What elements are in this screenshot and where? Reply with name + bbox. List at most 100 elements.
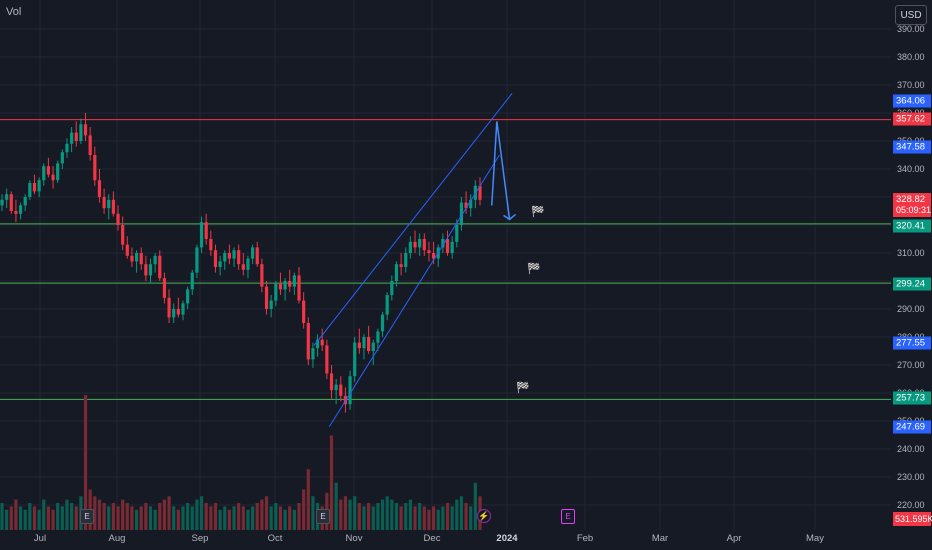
volume-bar [473, 482, 477, 530]
candle-body [408, 241, 412, 253]
candle-body [37, 180, 41, 192]
candle-body [348, 376, 352, 405]
volume-bar [357, 503, 361, 530]
candle-body [195, 247, 199, 273]
volume-bar [311, 496, 315, 530]
flag-icon[interactable]: 🏁 [531, 206, 545, 218]
price-badge-247: 247.69 [893, 420, 931, 434]
volume-bar [158, 503, 162, 530]
price-chart[interactable] [0, 0, 891, 530]
earnings-marker[interactable]: E [316, 509, 330, 524]
candle-body [288, 281, 292, 287]
candle-body [376, 331, 380, 343]
candle-body [399, 264, 403, 267]
candle-body [227, 253, 231, 259]
candle-body [186, 289, 190, 304]
volume-bar [111, 503, 115, 530]
volume-bar [255, 503, 259, 530]
flag-icon[interactable]: 🏁 [516, 382, 530, 394]
volume-bar [153, 509, 157, 530]
volume-bar [209, 506, 213, 530]
y-tick-label: 230.00 [897, 472, 925, 482]
volume-bar [385, 496, 389, 530]
x-tick-may: May [806, 533, 824, 544]
volume-bar [223, 506, 227, 530]
x-tick-oct: Oct [267, 533, 283, 544]
volume-bar [436, 509, 440, 530]
volume-bar [181, 506, 185, 530]
candle-body [97, 180, 102, 197]
volume-indicator-label[interactable]: Vol [6, 6, 22, 18]
volume-bar [283, 509, 287, 530]
candlesticks [0, 113, 482, 413]
candle-body [278, 283, 283, 290]
y-tick-label: 370.00 [897, 80, 925, 90]
x-tick-jul: Jul [33, 533, 47, 544]
candle-body [176, 309, 180, 315]
candle-body [274, 283, 278, 301]
y-tick-label: 380.00 [897, 52, 925, 62]
y-tick-label: 390.00 [897, 24, 925, 34]
volume-bar [269, 506, 273, 530]
candle-body [0, 199, 4, 206]
volume-bar [334, 482, 338, 530]
x-tick-2024: 2024 [496, 533, 518, 544]
volume-bar [348, 499, 352, 530]
candle-body [260, 264, 264, 287]
candle-body [311, 348, 315, 360]
volume-bar [176, 509, 180, 530]
candle-body [111, 199, 115, 214]
candle-body [302, 300, 306, 323]
candle-body [297, 275, 301, 301]
candle-body [329, 373, 334, 391]
candle-body [422, 239, 426, 251]
candle-body [32, 183, 37, 192]
volume-bar [390, 499, 394, 530]
candle-body [380, 314, 385, 332]
volume-bar [404, 503, 408, 530]
volume-bar [116, 506, 120, 530]
candle-body [246, 258, 250, 270]
candle-body [204, 222, 208, 239]
candle-body [413, 241, 417, 248]
y-tick-label: 340.00 [897, 164, 925, 174]
volume-bar [251, 506, 255, 530]
volume-bar [46, 506, 51, 530]
price-axis[interactable]: 390.00380.00370.00360.00350.00340.00330.… [891, 0, 932, 530]
candle-body [83, 124, 88, 136]
volume-bar [28, 503, 32, 530]
candle-body [445, 239, 450, 253]
candle-body [125, 244, 129, 256]
candle-body [51, 174, 55, 181]
volume-bar [469, 506, 473, 530]
candle-body [162, 278, 167, 298]
candle-body [144, 264, 148, 276]
volume-bar [455, 499, 459, 530]
currency-button[interactable]: USD [895, 5, 927, 25]
bolt-icon[interactable]: ⚡ [477, 509, 491, 523]
candle-body [70, 132, 74, 144]
candle-body [264, 286, 269, 309]
volume-bar [60, 506, 64, 530]
volume-bar [464, 503, 468, 530]
candle-body [269, 300, 273, 309]
candle-body [190, 272, 194, 290]
volume-bar [144, 503, 148, 530]
candle-body [139, 253, 143, 265]
candle-body [56, 163, 60, 181]
volume-bar [56, 503, 60, 530]
volume-badge: 531.595K [893, 512, 932, 526]
candle-body [102, 197, 106, 209]
candle-body [213, 250, 218, 267]
volume-bar [274, 503, 278, 530]
y-tick-label: 220.00 [897, 500, 925, 510]
volume-bar [51, 509, 55, 530]
upcoming-earnings-marker[interactable]: E [561, 509, 575, 524]
candle-body [181, 303, 185, 315]
volume-bar [204, 503, 208, 530]
earnings-marker[interactable]: E [80, 509, 94, 524]
support-badge-320: 320.41 [893, 219, 931, 233]
flag-icon[interactable]: 🏁 [527, 263, 541, 275]
candle-body [292, 275, 296, 287]
candle-body [427, 250, 431, 253]
